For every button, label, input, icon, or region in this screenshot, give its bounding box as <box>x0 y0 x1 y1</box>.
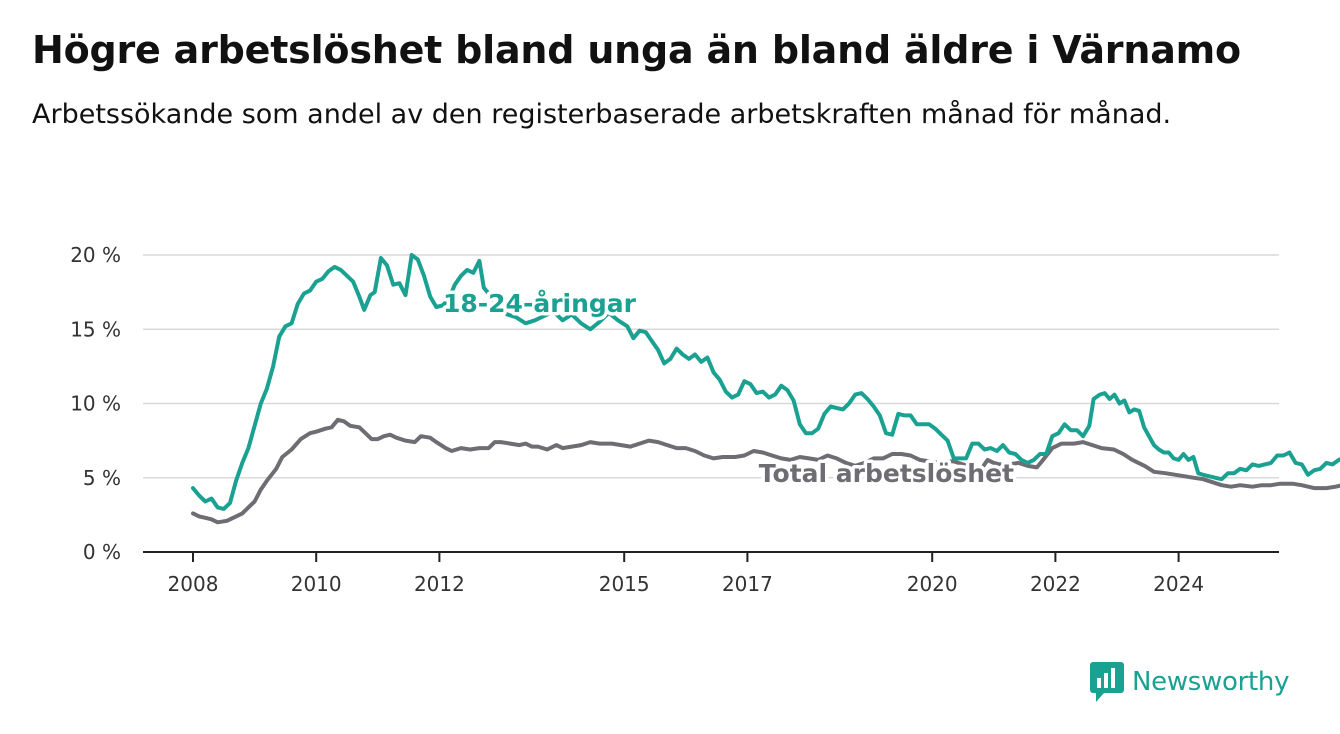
x-tick-label: 2022 <box>1030 572 1081 596</box>
chart-subtitle: Arbetssökande som andel av den registerb… <box>32 99 1172 130</box>
series-line-total <box>191 417 1340 525</box>
brand-name: Newsworthy <box>1132 667 1290 697</box>
bar-chart-logo-icon <box>1090 662 1124 702</box>
y-tick-label: 20 % <box>70 243 121 267</box>
x-tick-label: 2017 <box>722 572 773 596</box>
y-tick-label: 0 % <box>83 540 121 564</box>
x-tick-label: 2008 <box>168 572 219 596</box>
x-tick-label: 2024 <box>1153 572 1204 596</box>
y-tick-label: 15 % <box>70 317 121 341</box>
x-tick-label: 2012 <box>414 572 465 596</box>
x-tick-label: 2010 <box>291 572 342 596</box>
chart-title: Högre arbetslöshet bland unga än bland ä… <box>32 28 1241 72</box>
series-label-total: Total arbetslöshet <box>759 459 1014 488</box>
y-tick-label: 10 % <box>70 392 121 416</box>
y-axis-ticks: 0 % 5 % 10 % 15 % 20 % <box>70 243 121 564</box>
series-label-18-24: 18-24-åringar <box>443 289 637 318</box>
grid-lines <box>143 254 1279 479</box>
newsworthy-logo: Newsworthy <box>1090 660 1289 704</box>
x-axis-ticks: 2008 2010 2012 2015 2017 2020 2022 2024 <box>143 551 1279 596</box>
x-tick-label: 2020 <box>907 572 958 596</box>
series-lines <box>191 253 1340 525</box>
series-line-18-24 <box>191 253 1340 511</box>
y-tick-label: 5 % <box>83 466 121 490</box>
x-tick-label: 2015 <box>599 572 650 596</box>
